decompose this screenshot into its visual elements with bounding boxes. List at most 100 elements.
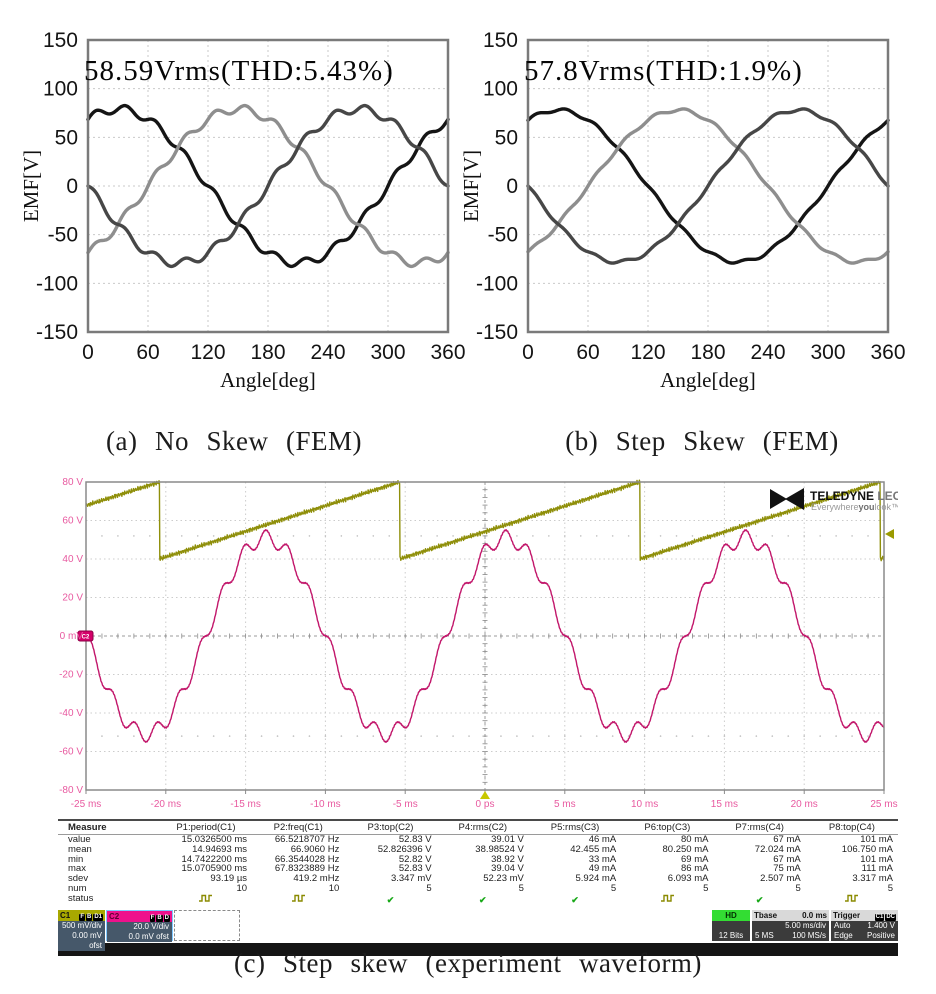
logo-tagline: Everywhereyoulook™: [811, 502, 898, 512]
measure-max-p4: 39.04 V: [491, 863, 524, 875]
y-tick-label: -50: [48, 224, 78, 247]
channel-descriptor-c1[interactable]: C1 F B D1 500 mV/div 0.00 mV ofst: [58, 909, 105, 951]
status-pulse-icon: [845, 894, 859, 902]
graticule-dot: [196, 535, 199, 537]
measure-row-label: mean: [68, 843, 92, 855]
measure-sdev-p3: 3.347 mV: [390, 873, 432, 885]
graticule-dot: [627, 535, 630, 537]
c1-badges: F B D1: [78, 910, 103, 921]
c2-settings: 20.0 V/div 0.0 mV ofst: [107, 921, 172, 942]
measure-row-label: min: [68, 853, 84, 865]
measure-header-p5[interactable]: P5:rms(C3): [550, 822, 600, 833]
measure-header-p8[interactable]: P8:top(C4): [828, 822, 875, 833]
measure-mean-p5: 42.455 mA: [570, 843, 617, 855]
x-tick-label: 240: [310, 341, 345, 364]
graticule-dot: [133, 535, 135, 537]
scope-y-label: 20 V: [62, 593, 83, 604]
measure-mean-p1: 14.94693 ms: [192, 843, 248, 855]
graticule-dot: [404, 735, 407, 737]
oscilloscope-grid: C2 80 V 60 V 40 V 20 V 0 mV -20 V -40 V -60 V -80…: [58, 476, 927, 810]
x-tick-label: 240: [750, 341, 785, 364]
tbase-perdiv: 5.00 ms/div: [785, 920, 826, 930]
measure-row-status: status ✔ ✔ ✔ ✔: [58, 893, 898, 907]
graticule-dot: [564, 735, 566, 737]
measure-header-p1[interactable]: P1:period(C1): [176, 822, 236, 833]
graticule-dot: [324, 535, 327, 537]
graticule-dot: [276, 535, 279, 537]
graticule-dot: [787, 735, 790, 737]
measure-mean-p8: 106.750 mA: [841, 843, 894, 855]
waveform-phase-A: [526, 107, 890, 265]
measure-sdev-p8: 3.317 mA: [852, 873, 894, 885]
trigger-source-badge: C1: [874, 913, 885, 921]
measure-min-p8: 101 mA: [860, 853, 894, 865]
c2-badge-b: B: [156, 914, 163, 922]
graticule-dot: [180, 535, 183, 537]
measure-header-p4[interactable]: P4:rms(C2): [458, 822, 508, 833]
hd-mode-box[interactable]: HD 12 Bits: [712, 909, 750, 941]
y-axis-title: EMF[V]: [459, 150, 483, 222]
measure-sdev-p7: 2.507 mA: [760, 873, 801, 885]
y-tick-label: -150: [476, 321, 518, 344]
graticule-dot: [723, 735, 726, 737]
y-tick-label: 150: [43, 29, 78, 52]
graticule-dot: [787, 535, 790, 537]
x-axis-title: Angle[deg]: [660, 368, 756, 392]
measure-value-p5: 46 mA: [588, 834, 617, 845]
measure-status-p2: [252, 894, 344, 907]
timebase-descriptor[interactable]: Tbase 0.0 ms 5.00 ms/div 5 MS 100 MS/s: [752, 909, 829, 941]
measure-num-p8: 5: [887, 882, 894, 894]
graticule-dot: [611, 735, 614, 737]
logo-mark-right: [785, 488, 804, 510]
logo-brand-text: TELEDYNE LECROY: [810, 489, 898, 503]
tbase-settings: 5.00 ms/div 5 MS 100 MS/s: [752, 920, 829, 941]
measure-max-p3: 52.83 V: [398, 863, 432, 875]
graticule-dot: [196, 735, 199, 737]
graticule-dot: [340, 735, 343, 737]
scope-trace-C1-sawtooth: [85, 479, 885, 562]
scope-x-label: -15 ms: [230, 799, 261, 810]
caption-a: (a) No Skew (FEM): [106, 426, 362, 456]
logo-mark-left: [770, 489, 787, 509]
graticule-dot: [468, 735, 470, 737]
graticule-dot: [867, 535, 869, 537]
measure-header-p6[interactable]: P6:top(C3): [644, 822, 691, 833]
graticule-dot: [643, 535, 646, 537]
measure-min-p5: 33 mA: [588, 853, 617, 865]
graticule-dot: [436, 535, 438, 537]
x-tick-label: 0: [522, 341, 534, 364]
c2-badge-d: D: [163, 914, 170, 922]
measure-header-p3[interactable]: P3:top(C2): [367, 822, 414, 833]
status-pulse-icon: [660, 894, 674, 902]
measure-header-p7[interactable]: P7:rms(C4): [735, 822, 784, 833]
scope-x-label: 15 ms: [711, 799, 738, 810]
empty-channel-slot[interactable]: [174, 909, 240, 941]
caption-c: (c) Step skew (experiment waveform): [234, 948, 702, 978]
trigger-title: Trigger: [833, 910, 861, 920]
measure-num-p3: 5: [426, 882, 432, 894]
x-axis-title: Angle[deg]: [220, 368, 316, 392]
measure-sdev-p4: 52.23 mV: [483, 873, 524, 885]
y-tick-label: -150: [36, 321, 78, 344]
graticule-dot: [420, 535, 422, 537]
measure-header-p2[interactable]: P2:freq(C1): [273, 822, 323, 833]
graticule-dot: [579, 535, 582, 537]
scope-y-label: 60 V: [62, 516, 83, 527]
trigger-descriptor[interactable]: Trigger C1 DC Auto 1.400 V Edge Positive: [831, 909, 898, 941]
x-tick-label: 0: [82, 341, 94, 364]
status-ok-icon: ✔: [386, 894, 395, 905]
scope-y-label: 80 V: [62, 477, 83, 488]
graticule-dot: [308, 535, 311, 537]
graticule-dot: [308, 735, 311, 737]
graticule-dot: [548, 735, 550, 737]
measure-status-p4: ✔: [437, 894, 529, 907]
graticule-dot: [755, 535, 758, 537]
graticule-dot: [627, 735, 630, 737]
measure-num-p7: 5: [795, 882, 801, 894]
trigger-header: Trigger C1 DC: [831, 909, 898, 921]
scope-x-label: 20 ms: [791, 799, 818, 810]
c1-header: C1 F B D1: [58, 909, 105, 921]
